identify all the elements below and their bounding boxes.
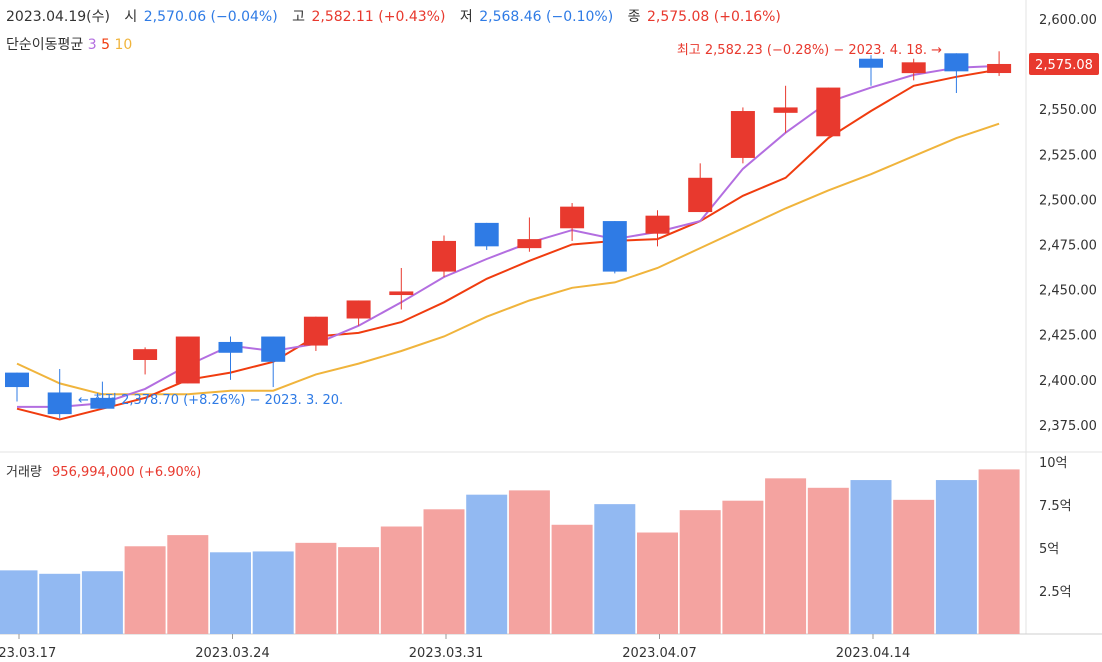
volume-bar [551,524,593,634]
volume-bar [39,573,81,634]
candle-body [645,215,670,234]
volume-bar [807,487,849,634]
x-tick-label: 2023.03.24 [195,646,269,661]
high-value: 2,582.11 (+0.43%) [311,9,446,25]
high-annotation: 최고 2,582.23 (−0.28%) − 2023. 4. 18. → [677,43,942,58]
candle-body [688,177,713,213]
volume-bar [380,526,422,634]
open-label: 시 [124,9,138,25]
candle-body [5,372,29,388]
volume-bar [423,509,465,634]
candle-body [560,206,585,229]
price-tick-label: 2,550.00 [1039,103,1097,118]
low-annotation: ← 최저 2,378.70 (+8.26%) − 2023. 3. 20. [78,393,343,408]
low-value: 2,568.46 (−0.10%) [479,9,614,25]
price-tick-label: 2,450.00 [1039,284,1097,299]
volume-bar [850,480,892,634]
candle-body [474,222,499,247]
candle-body [261,336,286,362]
volume-label: 거래량 [6,465,42,480]
candle-body [859,58,883,68]
candle-body [175,336,200,384]
price-tick-label: 2,525.00 [1039,148,1097,163]
volume-bar [338,547,380,634]
candle-body [218,341,243,353]
last-price-label: 2,575.08 [1035,58,1093,73]
close-value: 2,575.08 (+0.16%) [646,9,781,25]
volume-bar [466,494,508,634]
candle-body [816,87,841,137]
price-tick-label: 2,400.00 [1039,374,1097,389]
ma3-line [17,64,1000,408]
high-label: 고 [292,9,306,25]
volume-bar [594,504,636,634]
header-date: 2023.04.19(수) [6,9,110,25]
volume-value: 956,994,000 (+6.90%) [52,465,202,480]
volume-bar [978,469,1020,634]
candle-body [90,397,115,409]
volume-bar [210,552,251,634]
candle-body [944,53,969,72]
volume-legend: 거래량 956,994,000 (+6.90%) [6,461,201,480]
price-tick-label: 2,500.00 [1039,193,1097,208]
volume-tick-label: 2.5억 [1039,585,1072,600]
candle-body [602,221,627,272]
moving-average-legend[interactable]: 단순이동평균 3 5 10 [6,34,132,54]
price-tick-label: 2,475.00 [1039,239,1097,254]
volume-tick-label: 5억 [1039,542,1059,557]
ma5-legend: 5 [101,37,111,53]
low-label: 저 [459,9,473,25]
candle-body [901,62,926,74]
volume-bar [637,532,678,634]
volume-bar [679,510,721,634]
volume-tick-label: 7.5억 [1039,499,1072,514]
candle-body [47,392,72,415]
volume-bar [252,551,294,634]
volume-bar [722,500,764,634]
ma10-line [16,122,1000,396]
x-tick-label: 2023.04.07 [622,646,696,661]
candle-body [730,111,755,158]
volume-bar [935,480,977,634]
candle-body [773,107,798,113]
ma10-legend: 10 [114,37,133,53]
volume-bar [124,546,166,634]
ma5-line [16,68,1000,421]
volume-bar [893,499,935,634]
candle-body [133,349,158,360]
candle-body [303,316,328,346]
volume-bar [81,571,123,634]
price-tick-label: 2,600.00 [1039,13,1097,28]
volume-bar [508,490,550,634]
ohlc-header: 2023.04.19(수) 시 2,570.06 (−0.04%) 고 2,58… [6,6,783,26]
volume-bar [0,570,38,634]
last-price-tag [1029,52,1099,75]
volume-bar [167,535,209,634]
x-tick-label: 2023.03.17 [0,646,56,661]
candle-body [432,240,456,272]
candle-body [987,63,1012,74]
volume-bar [295,542,337,634]
volume-bar [765,478,807,634]
price-tick-label: 2,375.00 [1039,419,1097,434]
ma-legend-label: 단순이동평균 [6,37,84,53]
x-tick-label: 2023.04.14 [836,646,910,661]
x-tick-label: 2023.03.31 [409,646,483,661]
candle-body [389,291,414,296]
candle-body [517,239,542,249]
price-tick-label: 2,425.00 [1039,329,1097,344]
ma3-legend: 3 [87,37,97,53]
open-value: 2,570.06 (−0.04%) [143,9,278,25]
volume-tick-label: 10억 [1039,456,1068,471]
close-label: 종 [627,9,641,25]
candle-body [346,300,371,319]
